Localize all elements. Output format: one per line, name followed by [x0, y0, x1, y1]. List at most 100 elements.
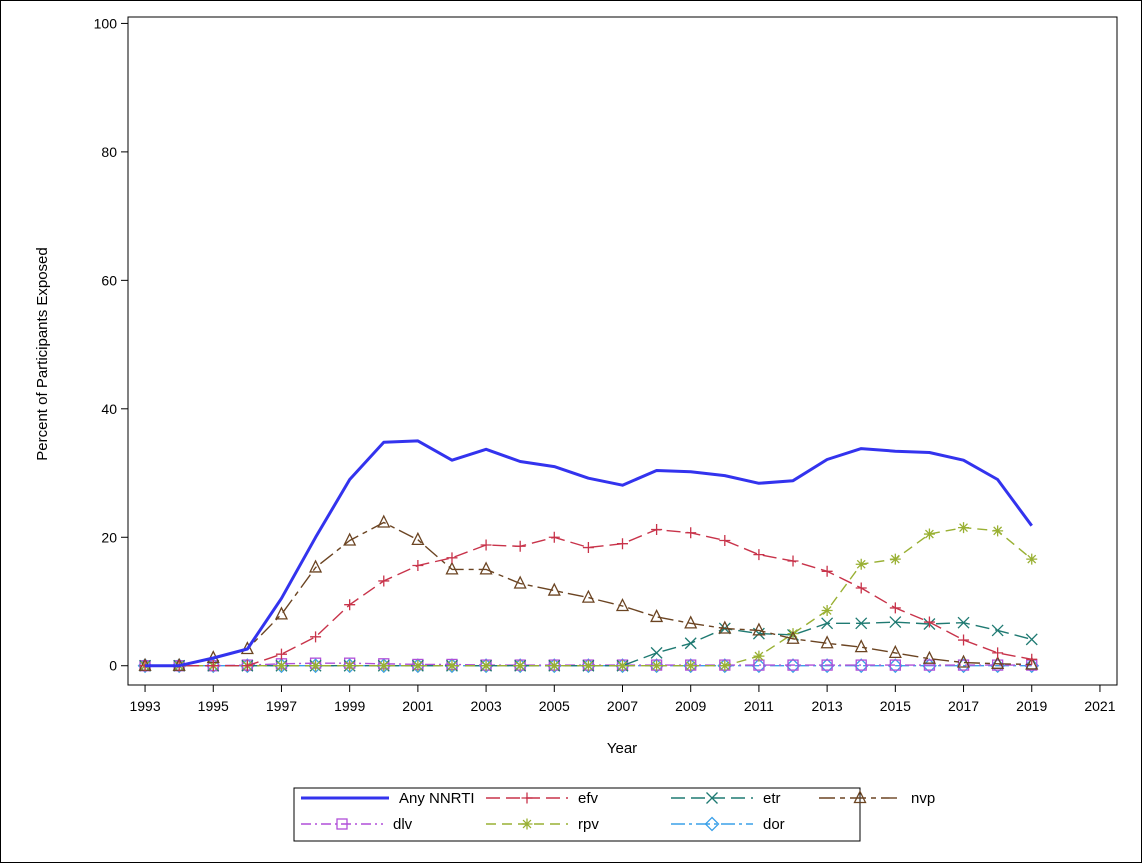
legend-label: etr [763, 790, 781, 807]
data-point [582, 660, 594, 672]
y-tick-label: 20 [101, 529, 117, 545]
data-point [1026, 653, 1038, 665]
data-point [310, 660, 322, 672]
data-point [992, 647, 1004, 659]
data-point [787, 555, 799, 567]
data-point [412, 560, 424, 572]
data-point [751, 658, 767, 674]
y-axis-title: Percent of Participants Exposed [34, 247, 51, 460]
legend-item-efv: efv [486, 790, 599, 807]
data-point [889, 602, 901, 614]
legend-marker [336, 818, 348, 830]
data-point [889, 659, 901, 671]
data-point [753, 650, 765, 662]
data-point [752, 622, 766, 636]
data-point [821, 604, 833, 616]
data-point [717, 658, 733, 674]
data-point [854, 639, 868, 653]
legend-item-dlv: dlv [301, 816, 413, 833]
legend-label: dlv [393, 816, 413, 833]
data-point [1025, 633, 1038, 646]
data-point [718, 620, 732, 634]
plot-area-border [127, 16, 1118, 686]
data-point [991, 624, 1004, 637]
data-point [649, 658, 665, 674]
data-point [650, 646, 663, 659]
data-point [853, 658, 869, 674]
x-tick-label: 2015 [880, 698, 911, 714]
data-point [923, 659, 936, 671]
data-point [651, 660, 663, 672]
data-point [513, 575, 527, 589]
data-point [411, 531, 425, 545]
series-line [145, 521, 1032, 667]
x-tick-label: 1999 [334, 698, 365, 714]
data-point [343, 532, 357, 546]
data-point [719, 534, 731, 546]
legend-marker [706, 792, 718, 804]
legend-item-etr: etr [671, 790, 781, 807]
data-point [923, 528, 935, 540]
y-tick-label: 80 [101, 144, 117, 160]
legend-label: nvp [911, 790, 935, 807]
data-point [685, 527, 697, 539]
series-line [145, 526, 1033, 667]
data-point [887, 658, 903, 674]
data-point [274, 606, 289, 620]
data-point [444, 658, 460, 674]
legend-label: dor [763, 816, 785, 833]
data-point [821, 659, 833, 671]
y-tick-label: 0 [109, 658, 117, 674]
data-point [821, 565, 833, 577]
data-point [787, 659, 799, 671]
x-axis-title: Year [607, 740, 637, 757]
legend-label: efv [578, 790, 599, 807]
legend-marker [521, 792, 533, 804]
data-point [889, 553, 901, 565]
data-point [205, 658, 221, 674]
data-point [615, 598, 630, 612]
legend-marker [704, 816, 720, 832]
series-efv [139, 524, 1038, 672]
data-point [310, 631, 322, 643]
x-tick-label: 2013 [812, 698, 843, 714]
x-tick-label: 2005 [539, 698, 570, 714]
data-point [888, 644, 902, 659]
legend-item-dor: dor [671, 816, 785, 833]
x-tick-label: 2001 [402, 698, 433, 714]
data-point [581, 589, 595, 603]
data-point [1026, 553, 1038, 565]
data-point [855, 582, 867, 594]
data-point [785, 658, 801, 674]
data-point [548, 531, 560, 543]
data-point [855, 659, 867, 671]
data-point [719, 660, 731, 672]
data-point [275, 648, 287, 660]
data-point [445, 561, 459, 575]
legend-item-any-nnrti: Any NNRTI [301, 790, 475, 807]
x-tick-label: 2021 [1084, 698, 1115, 714]
series-nvp [138, 514, 1039, 671]
x-tick-label: 2019 [1016, 698, 1047, 714]
x-tick-label: 2003 [471, 698, 502, 714]
data-point [240, 641, 254, 655]
y-tick-label: 100 [94, 15, 118, 31]
data-point [923, 616, 935, 628]
data-point [819, 658, 835, 674]
legend-label: Any NNRTI [399, 790, 475, 807]
data-point [378, 575, 390, 587]
legend-item-nvp: nvp [819, 790, 935, 807]
data-point [991, 655, 1005, 669]
legend-marker [853, 790, 867, 804]
data-point [446, 660, 458, 672]
data-point [855, 558, 867, 570]
x-tick-label: 1997 [266, 698, 297, 714]
data-point [207, 660, 219, 672]
y-tick-label: 60 [101, 272, 117, 288]
data-point [514, 660, 526, 672]
data-point [617, 538, 628, 550]
x-tick-label: 2017 [948, 698, 979, 714]
data-point [548, 660, 560, 672]
